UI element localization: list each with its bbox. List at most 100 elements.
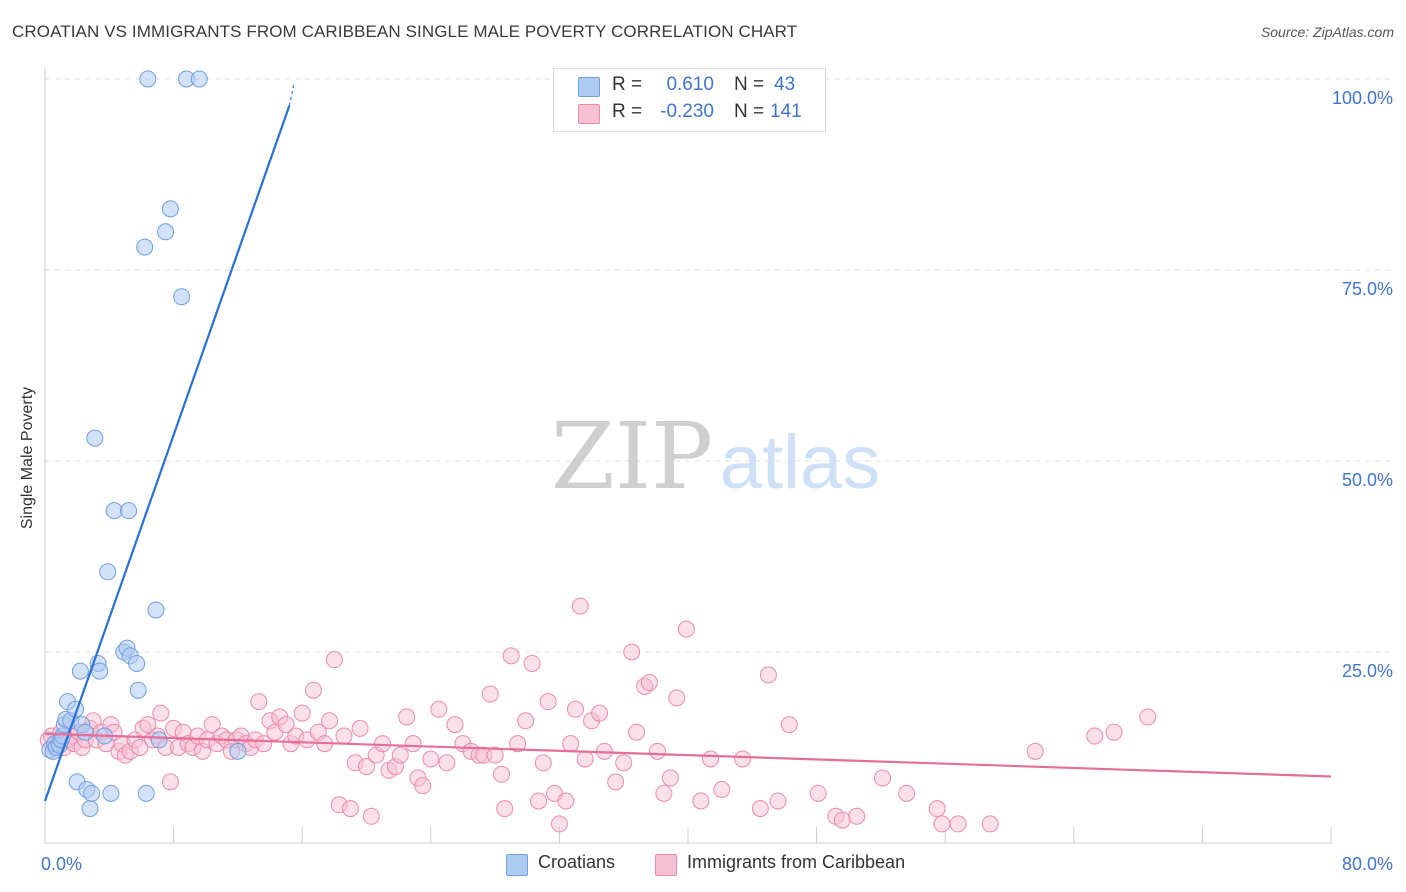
caribbean-point	[509, 735, 527, 753]
croatian-point	[71, 662, 89, 680]
caribbean-point	[874, 769, 892, 787]
croatian-points	[41, 70, 247, 818]
y-tick-label: 50.0%	[1342, 470, 1393, 490]
caribbean-point	[335, 727, 353, 745]
caribbean-point	[640, 674, 658, 692]
legend-n-value: 141	[770, 101, 802, 122]
croatian-point	[190, 70, 208, 88]
caribbean-point	[981, 815, 999, 833]
caribbean-point	[928, 800, 946, 818]
caribbean-point	[623, 643, 641, 661]
caribbean-point	[562, 735, 580, 753]
caribbean-point	[1026, 742, 1044, 760]
croatian-point	[81, 800, 99, 818]
croatian-point	[137, 784, 155, 802]
caribbean-point	[486, 746, 504, 764]
legend-swatch-pink	[578, 104, 600, 124]
croatian-point	[173, 288, 191, 306]
caribbean-point	[628, 723, 646, 741]
caribbean-point	[648, 742, 666, 760]
watermark-zip: ZIP	[551, 403, 713, 510]
caribbean-point	[152, 704, 170, 722]
legend-row-caribbean: R = -0.230 N = 141	[554, 101, 825, 127]
caribbean-point	[1086, 727, 1104, 745]
caribbean-point	[517, 712, 535, 730]
caribbean-point	[668, 689, 686, 707]
caribbean-point	[751, 800, 769, 818]
caribbean-point	[304, 681, 322, 699]
y-tick-label: 25.0%	[1342, 661, 1393, 681]
croatian-trend-extension	[288, 82, 295, 106]
caribbean-point	[607, 773, 625, 791]
caribbean-point	[1105, 723, 1123, 741]
caribbean-point	[833, 811, 851, 829]
legend-n-label: N =	[734, 101, 765, 122]
caribbean-point	[438, 754, 456, 772]
croatian-point	[128, 654, 146, 672]
caribbean-point	[1139, 708, 1157, 726]
caribbean-point	[534, 754, 552, 772]
legend-r-value: -0.230	[660, 101, 714, 122]
caribbean-point	[566, 700, 584, 718]
caribbean-point	[446, 716, 464, 734]
caribbean-point	[692, 792, 710, 810]
caribbean-point	[557, 792, 575, 810]
caribbean-points	[39, 597, 1157, 833]
caribbean-point	[321, 712, 339, 730]
caribbean-point	[131, 739, 149, 756]
legend-n-value: 43	[774, 74, 796, 95]
caribbean-point	[493, 765, 511, 783]
correlation-legend: R = 0.610 N = 43 R = -0.230 N = 141	[553, 68, 826, 132]
caribbean-point	[161, 773, 179, 791]
caribbean-point	[398, 708, 416, 726]
caribbean-point	[571, 597, 589, 615]
croatian-point	[83, 784, 101, 802]
x-tick-label: 0.0%	[41, 854, 82, 874]
bottom-swatch-pink	[655, 854, 677, 876]
legend-r-label: R =	[612, 74, 643, 95]
caribbean-point	[848, 807, 866, 825]
croatian-trend-line	[43, 105, 291, 802]
caribbean-point	[351, 719, 369, 737]
caribbean-point	[780, 716, 798, 734]
croatian-point	[86, 429, 104, 447]
caribbean-point	[655, 784, 673, 802]
croatian-point	[102, 784, 120, 802]
y-tick-label: 100.0%	[1332, 88, 1393, 108]
croatian-point	[76, 723, 94, 741]
croatian-point	[229, 742, 247, 760]
caribbean-point	[481, 685, 499, 703]
caribbean-point	[250, 693, 268, 711]
caribbean-point	[713, 781, 731, 799]
caribbean-point	[502, 647, 520, 665]
caribbean-point	[203, 716, 221, 734]
croatian-point	[157, 223, 175, 241]
caribbean-point	[759, 666, 777, 684]
caribbean-point	[530, 792, 548, 810]
caribbean-point	[374, 735, 392, 753]
caribbean-point	[661, 769, 679, 787]
caribbean-point	[769, 792, 787, 810]
croatian-point	[150, 731, 168, 749]
caribbean-point	[391, 746, 409, 764]
croatian-point	[99, 563, 117, 581]
source-credit: Source: ZipAtlas.com	[1260, 24, 1394, 40]
chart-title: CROATIAN VS IMMIGRANTS FROM CARIBBEAN SI…	[12, 22, 798, 41]
grid-lines	[45, 78, 1393, 653]
caribbean-point	[550, 815, 568, 833]
caribbean-point	[734, 750, 752, 768]
trend-lines	[43, 82, 1332, 802]
caribbean-point	[933, 815, 951, 833]
watermark: ZIP atlas	[551, 403, 880, 510]
caribbean-trend-line	[44, 732, 1332, 778]
caribbean-point	[576, 750, 594, 768]
caribbean-point	[414, 777, 432, 795]
legend-r-label: R =	[612, 101, 643, 122]
y-tick-label: 75.0%	[1342, 279, 1393, 299]
legend-n-label: N =	[734, 74, 765, 95]
caribbean-point	[539, 693, 557, 711]
caribbean-point	[523, 654, 541, 672]
tick-labels: 25.0% 50.0% 75.0% 100.0% 0.0% 80.0%	[41, 88, 1393, 874]
caribbean-point	[277, 716, 295, 734]
